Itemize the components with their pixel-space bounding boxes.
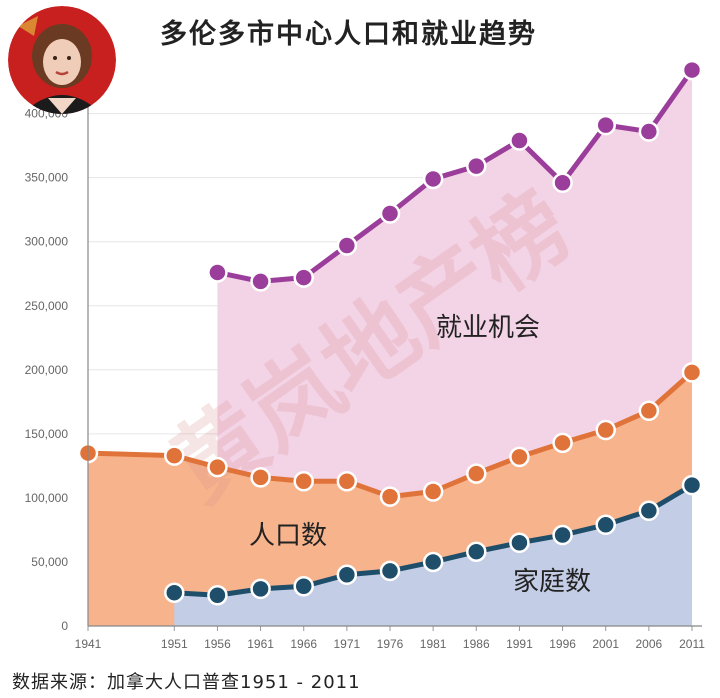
data-point bbox=[509, 532, 530, 553]
series-label: 家庭数 bbox=[513, 567, 591, 597]
data-point bbox=[638, 500, 660, 521]
data-point bbox=[681, 362, 703, 383]
data-point bbox=[509, 446, 530, 468]
x-tick-label: 1966 bbox=[290, 637, 317, 651]
data-point bbox=[422, 481, 444, 502]
data-point bbox=[466, 541, 487, 562]
data-point bbox=[681, 59, 703, 81]
data-point bbox=[379, 203, 401, 224]
chart-axes bbox=[87, 78, 702, 631]
data-point bbox=[595, 514, 616, 536]
avatar-portrait bbox=[8, 6, 116, 114]
data-point bbox=[207, 456, 228, 478]
x-tick-label: 1941 bbox=[75, 637, 102, 651]
data-point bbox=[250, 467, 271, 488]
data-point bbox=[422, 551, 444, 573]
y-tick-label: 350,000 bbox=[25, 171, 69, 185]
series-label: 就业机会 bbox=[436, 313, 540, 343]
y-tick-label: 100,000 bbox=[25, 491, 69, 505]
data-point bbox=[379, 560, 401, 582]
data-point bbox=[466, 463, 487, 484]
y-tick-label: 250,000 bbox=[25, 299, 69, 313]
page-title: 多伦多市中心人口和就业趋势 bbox=[160, 19, 537, 50]
data-point bbox=[552, 172, 573, 194]
x-tick-label: 1996 bbox=[549, 637, 576, 651]
x-tick-label: 2001 bbox=[592, 637, 619, 651]
y-tick-label: 200,000 bbox=[25, 363, 69, 377]
data-point bbox=[250, 271, 271, 292]
data-point bbox=[638, 400, 660, 422]
x-tick-label: 1981 bbox=[420, 637, 447, 651]
x-tick-label: 1971 bbox=[334, 637, 361, 651]
data-point bbox=[293, 471, 314, 492]
data-point bbox=[552, 432, 573, 454]
data-point bbox=[466, 155, 487, 177]
data-point bbox=[207, 585, 228, 606]
x-tick-label: 1976 bbox=[377, 637, 404, 651]
y-tick-label: 300,000 bbox=[25, 235, 69, 249]
x-tick-label: 1956 bbox=[204, 637, 231, 651]
data-point bbox=[336, 235, 358, 256]
data-point bbox=[379, 486, 401, 507]
data-point bbox=[595, 419, 616, 441]
data-point bbox=[638, 121, 660, 142]
data-point bbox=[250, 578, 271, 600]
data-point bbox=[164, 445, 185, 466]
y-tick-labels: 0 50,000 100,000 150,000 200,000 250,000 300,0… bbox=[25, 107, 69, 633]
x-tick-label: 1961 bbox=[247, 637, 274, 651]
data-point bbox=[293, 267, 314, 288]
avatar bbox=[8, 6, 116, 114]
data-point bbox=[207, 262, 228, 283]
y-tick-label: 150,000 bbox=[25, 427, 69, 441]
data-point bbox=[164, 582, 185, 603]
data-point bbox=[595, 114, 616, 136]
data-point bbox=[509, 130, 530, 151]
chart-points bbox=[77, 59, 703, 606]
data-point bbox=[681, 474, 703, 496]
y-tick-label: 50,000 bbox=[31, 555, 68, 569]
data-point bbox=[293, 576, 314, 597]
y-tick-label: 0 bbox=[61, 619, 68, 633]
x-tick-label: 2011 bbox=[679, 637, 705, 651]
x-tick-labels: 1941 1951 1956 1961 1966 1971 1976 1981 1986 1991… bbox=[75, 637, 706, 651]
data-point bbox=[422, 168, 444, 190]
x-tick-label: 1991 bbox=[506, 637, 533, 651]
x-tick-label: 1986 bbox=[463, 637, 490, 651]
x-tick-label: 2006 bbox=[636, 637, 663, 651]
data-point bbox=[336, 471, 358, 492]
x-tick-label: 1951 bbox=[161, 637, 188, 651]
series-label: 人口数 bbox=[249, 521, 327, 551]
data-point bbox=[336, 564, 358, 586]
data-source-note: 数据来源：加拿大人口普查1951 - 2011 bbox=[12, 672, 361, 693]
data-point bbox=[552, 524, 573, 546]
